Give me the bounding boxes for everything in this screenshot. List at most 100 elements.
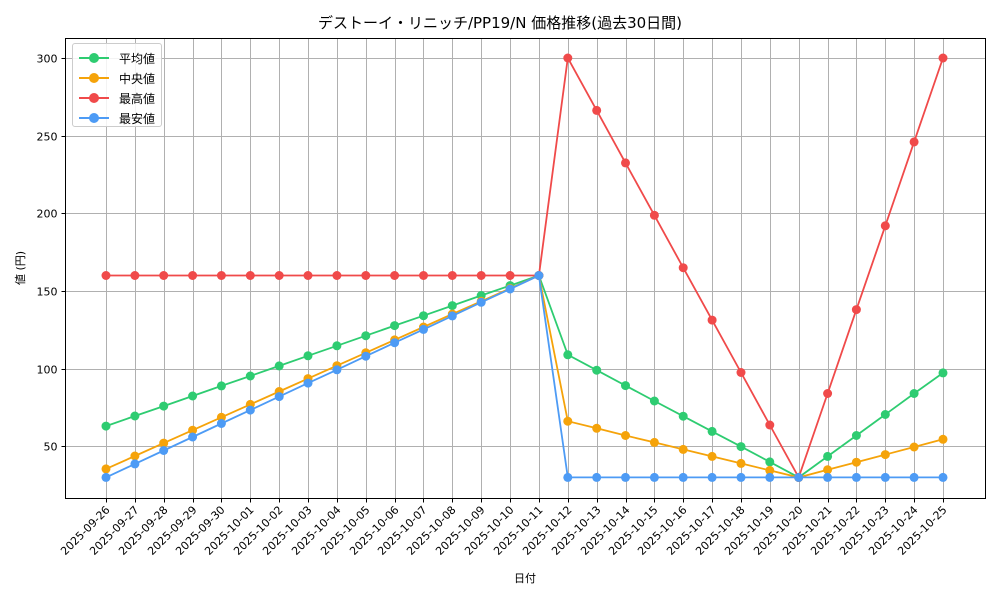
data-point <box>621 472 630 482</box>
data-point <box>880 221 890 231</box>
data-point <box>823 389 833 398</box>
chart-title: デストーイ・リニッチ/PP19/N 価格推移(過去30日間) <box>317 14 683 32</box>
data-point <box>851 431 861 440</box>
data-point <box>938 53 948 63</box>
data-point <box>592 365 602 375</box>
data-point <box>101 421 111 431</box>
data-point <box>649 210 659 220</box>
data-point <box>332 341 342 351</box>
data-point <box>938 434 948 444</box>
data-point <box>909 137 919 147</box>
plot-frame <box>65 38 986 499</box>
data-point <box>592 423 602 433</box>
data-point <box>678 411 688 421</box>
y-tick-label: 150 <box>37 286 58 299</box>
series-2 <box>101 53 948 482</box>
data-point <box>130 271 140 280</box>
x-axis-label: 日付 <box>514 572 536 585</box>
data-point <box>505 271 515 280</box>
data-point <box>130 451 140 461</box>
series-line <box>105 274 944 479</box>
data-point <box>447 271 457 280</box>
legend-label: 平均値 <box>119 51 156 66</box>
y-tick-label: 100 <box>37 364 58 377</box>
data-point <box>188 271 198 280</box>
data-point <box>880 410 890 419</box>
data-point <box>332 365 342 375</box>
data-point <box>621 431 630 440</box>
data-point <box>216 381 226 391</box>
x-axis-ticks: 2025-09-262025-09-272025-09-282025-09-29… <box>58 498 950 558</box>
data-point <box>419 271 428 280</box>
data-point <box>938 472 948 482</box>
data-point <box>880 472 890 482</box>
data-point <box>476 297 486 307</box>
data-point <box>851 305 861 315</box>
data-point <box>101 472 111 482</box>
series-0 <box>101 271 948 482</box>
data-point <box>447 301 457 311</box>
legend-label: 中央値 <box>119 71 156 86</box>
legend-label: 最高値 <box>119 91 156 106</box>
data-point <box>159 401 169 411</box>
data-point <box>938 368 948 378</box>
data-point <box>245 405 255 415</box>
data-point <box>707 426 717 436</box>
data-point <box>621 158 630 168</box>
data-point <box>245 271 255 280</box>
data-point <box>274 392 284 402</box>
y-axis-ticks: 50 100 150 200 250 300 <box>37 53 66 454</box>
data-point <box>649 472 659 482</box>
data-point <box>678 472 688 482</box>
y-axis-label: 値 (円) <box>14 251 27 285</box>
data-point <box>736 458 746 468</box>
series-1 <box>101 271 948 482</box>
legend: 平均値中央値最高値最安値 <box>72 43 162 127</box>
data-point <box>303 351 313 361</box>
data-point <box>736 368 746 377</box>
data-point <box>390 321 400 331</box>
data-point <box>188 432 198 442</box>
data-point <box>390 271 400 280</box>
y-tick-label: 50 <box>44 441 58 454</box>
data-point <box>823 472 833 482</box>
data-point <box>765 465 775 475</box>
legend-marker-icon <box>79 52 109 64</box>
legend-marker-icon <box>79 92 109 104</box>
data-point <box>851 472 861 482</box>
data-point <box>361 271 371 280</box>
data-point <box>159 446 169 455</box>
data-point <box>736 472 746 482</box>
legend-marker-icon <box>79 112 109 124</box>
series-3 <box>101 271 948 482</box>
data-point <box>823 465 833 475</box>
data-point <box>909 442 919 452</box>
data-point <box>851 457 861 467</box>
legend-marker-icon <box>79 72 109 84</box>
y-tick-label: 200 <box>37 208 58 221</box>
legend-item: 最安値 <box>73 108 161 128</box>
data-point <box>332 271 342 280</box>
data-point <box>736 442 746 452</box>
data-point <box>707 315 717 325</box>
data-point <box>909 472 919 482</box>
data-point <box>216 412 226 422</box>
data-point <box>130 411 140 421</box>
legend-item: 中央値 <box>73 68 161 88</box>
data-point <box>188 391 198 401</box>
data-point <box>159 438 169 448</box>
data-point <box>274 361 284 371</box>
data-point <box>649 437 659 447</box>
data-point <box>563 350 573 360</box>
data-point <box>563 416 573 426</box>
data-point <box>765 457 775 467</box>
data-point <box>216 271 226 280</box>
y-tick-label: 300 <box>37 53 58 66</box>
data-point <box>361 331 371 341</box>
data-point <box>101 271 111 280</box>
data-point <box>274 271 284 280</box>
data-point <box>563 53 573 63</box>
data-point <box>130 459 140 469</box>
data-point <box>361 351 371 361</box>
